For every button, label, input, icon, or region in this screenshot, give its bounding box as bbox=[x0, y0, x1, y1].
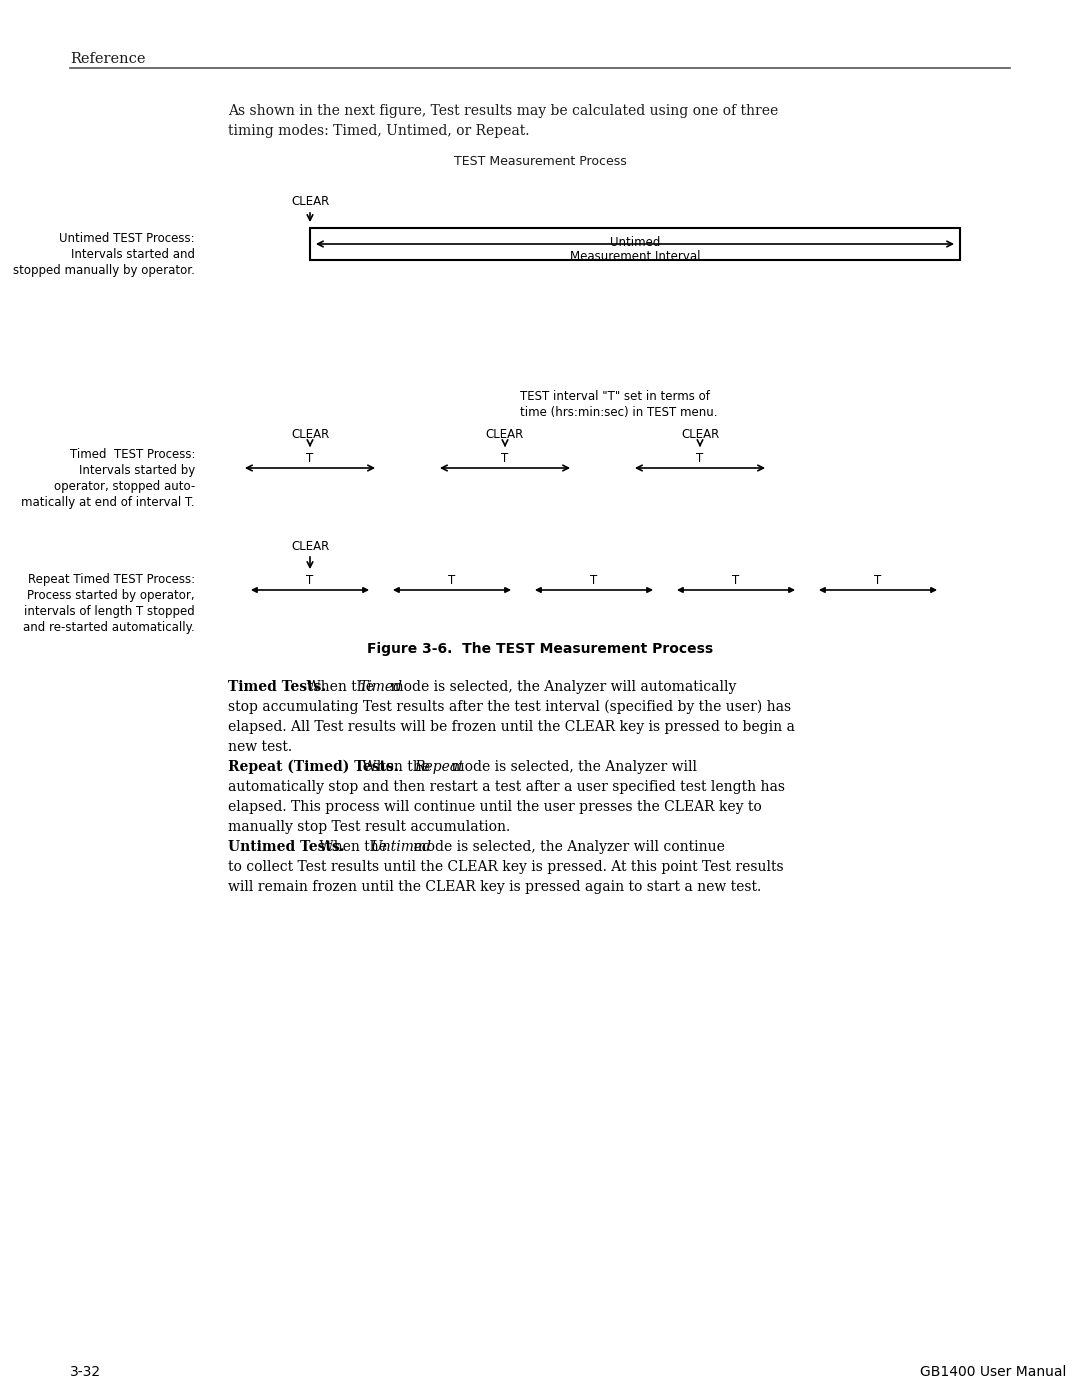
Text: Figure 3-6.  The TEST Measurement Process: Figure 3-6. The TEST Measurement Process bbox=[367, 643, 713, 657]
Text: stop accumulating Test results after the test interval (specified by the user) h: stop accumulating Test results after the… bbox=[228, 700, 792, 714]
Text: Repeat (Timed) Tests.: Repeat (Timed) Tests. bbox=[228, 760, 399, 774]
Text: CLEAR: CLEAR bbox=[291, 196, 329, 208]
Text: Measurement Interval: Measurement Interval bbox=[570, 250, 700, 263]
Text: T: T bbox=[307, 574, 313, 587]
Text: GB1400 User Manual: GB1400 User Manual bbox=[920, 1365, 1066, 1379]
Text: CLEAR: CLEAR bbox=[486, 427, 524, 441]
Text: Process started by operator,: Process started by operator, bbox=[27, 590, 195, 602]
Text: Untimed Tests.: Untimed Tests. bbox=[228, 840, 345, 854]
Text: T: T bbox=[307, 453, 313, 465]
Text: T: T bbox=[448, 574, 456, 587]
Text: When the: When the bbox=[314, 840, 391, 854]
Text: T: T bbox=[697, 453, 704, 465]
Text: stopped manually by operator.: stopped manually by operator. bbox=[13, 264, 195, 277]
Text: Reference: Reference bbox=[70, 52, 146, 66]
Text: CLEAR: CLEAR bbox=[291, 427, 329, 441]
Text: mode is selected, the Analyzer will continue: mode is selected, the Analyzer will cont… bbox=[409, 840, 725, 854]
Text: When the: When the bbox=[359, 760, 434, 774]
Text: and re-started automatically.: and re-started automatically. bbox=[24, 622, 195, 634]
Text: matically at end of interval T.: matically at end of interval T. bbox=[22, 496, 195, 509]
Text: new test.: new test. bbox=[228, 740, 292, 754]
Text: TEST interval "T" set in terms of: TEST interval "T" set in terms of bbox=[519, 390, 710, 402]
Text: T: T bbox=[732, 574, 740, 587]
Text: As shown in the next figure, Test results may be calculated using one of three: As shown in the next figure, Test result… bbox=[228, 103, 779, 117]
Text: Untimed: Untimed bbox=[610, 236, 660, 249]
Text: automatically stop and then restart a test after a user specified test length ha: automatically stop and then restart a te… bbox=[228, 780, 785, 793]
Text: Timed: Timed bbox=[359, 680, 403, 694]
Text: elapsed. All Test results will be frozen until the CLEAR key is pressed to begin: elapsed. All Test results will be frozen… bbox=[228, 719, 795, 733]
Text: elapsed. This process will continue until the user presses the CLEAR key to: elapsed. This process will continue unti… bbox=[228, 800, 761, 814]
Text: T: T bbox=[591, 574, 597, 587]
Text: 3-32: 3-32 bbox=[70, 1365, 102, 1379]
Text: Repeat Timed TEST Process:: Repeat Timed TEST Process: bbox=[28, 573, 195, 585]
Text: will remain frozen until the CLEAR key is pressed again to start a new test.: will remain frozen until the CLEAR key i… bbox=[228, 880, 761, 894]
Bar bbox=[310, 228, 960, 260]
Text: T: T bbox=[875, 574, 881, 587]
Text: Untimed: Untimed bbox=[370, 840, 432, 854]
Text: T: T bbox=[501, 453, 509, 465]
Text: Untimed TEST Process:: Untimed TEST Process: bbox=[59, 232, 195, 244]
Text: timing modes: Timed, Untimed, or Repeat.: timing modes: Timed, Untimed, or Repeat. bbox=[228, 124, 529, 138]
Text: Timed  TEST Process:: Timed TEST Process: bbox=[69, 448, 195, 461]
Text: Repeat: Repeat bbox=[415, 760, 464, 774]
Text: to collect Test results until the CLEAR key is pressed. At this point Test resul: to collect Test results until the CLEAR … bbox=[228, 861, 784, 875]
Text: Intervals started and: Intervals started and bbox=[71, 249, 195, 261]
Text: intervals of length T stopped: intervals of length T stopped bbox=[24, 605, 195, 617]
Text: CLEAR: CLEAR bbox=[680, 427, 719, 441]
Text: mode is selected, the Analyzer will: mode is selected, the Analyzer will bbox=[447, 760, 698, 774]
Text: When the: When the bbox=[302, 680, 379, 694]
Text: mode is selected, the Analyzer will automatically: mode is selected, the Analyzer will auto… bbox=[386, 680, 737, 694]
Text: CLEAR: CLEAR bbox=[291, 541, 329, 553]
Text: time (hrs:min:sec) in TEST menu.: time (hrs:min:sec) in TEST menu. bbox=[519, 407, 717, 419]
Text: TEST Measurement Process: TEST Measurement Process bbox=[454, 155, 626, 168]
Text: Timed Tests.: Timed Tests. bbox=[228, 680, 326, 694]
Text: Intervals started by: Intervals started by bbox=[79, 464, 195, 476]
Text: manually stop Test result accumulation.: manually stop Test result accumulation. bbox=[228, 820, 510, 834]
Text: operator, stopped auto-: operator, stopped auto- bbox=[54, 481, 195, 493]
